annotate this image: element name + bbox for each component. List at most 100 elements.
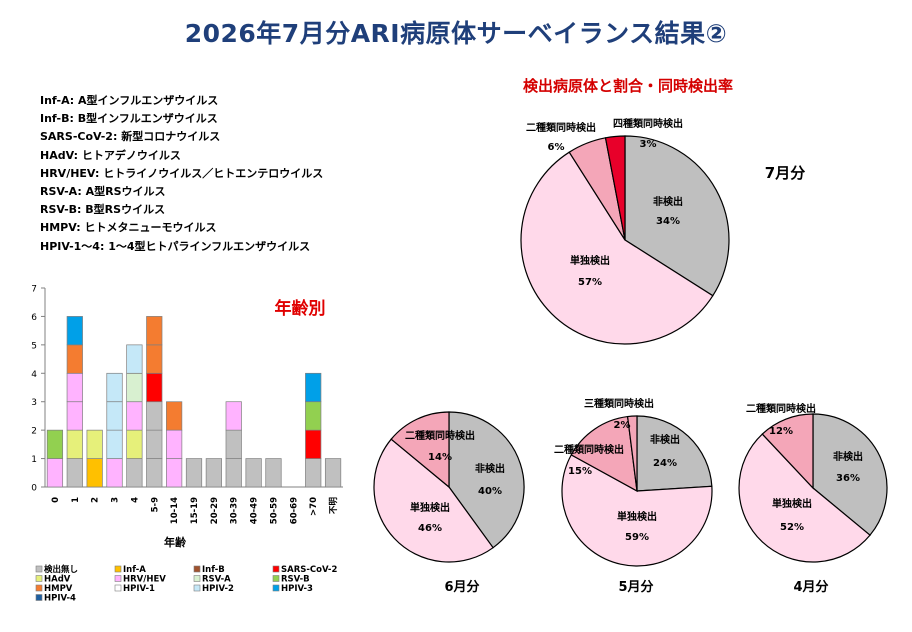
abbreviation-code: HRV/HEV: bbox=[40, 166, 100, 180]
pie-slice-percent: 36% bbox=[836, 473, 860, 484]
bar-segment bbox=[305, 372, 322, 403]
pie-slice-label: 非検出 bbox=[475, 462, 505, 475]
pie-month-title: 4月分 bbox=[793, 579, 828, 595]
abbreviation-code: RSV-B: bbox=[40, 203, 82, 217]
x-tick-label: 不明 bbox=[329, 497, 339, 515]
pie-slice-label: 二種類同時検出 bbox=[554, 443, 624, 456]
page-title: 2026年7月分ARI病原体サーベイランス結果② bbox=[184, 19, 728, 48]
pie-slice-percent: 2% bbox=[614, 420, 631, 431]
pie-month-title: 7月分 bbox=[765, 164, 805, 182]
age-bar-chart: 0 1 2 3 4 5 6 7 0 1 2 3 4 5-9 10-14 15-19 20-29 30-39 40-4… bbox=[31, 285, 343, 604]
pie-slice-percent: 12% bbox=[769, 426, 793, 437]
legend-label: HPIV-2 bbox=[202, 584, 234, 594]
abbreviation-item: HPIV-1～4: 1～4型ヒトパラインフルエンザウイルス bbox=[40, 238, 323, 256]
legend-swatch bbox=[272, 584, 280, 592]
bar-segment bbox=[146, 316, 163, 346]
pie-slice-label: 四種類同時検出 bbox=[613, 117, 683, 130]
x-tick-label: >70 bbox=[309, 497, 319, 516]
bar-chart-title: 年齢別 bbox=[275, 298, 326, 319]
pie-slice-label: 三種類同時検出 bbox=[584, 397, 654, 410]
pie-slice-label: 単独検出 bbox=[410, 501, 450, 514]
pie-slice-percent: 52% bbox=[780, 522, 804, 533]
y-tick-label: 1 bbox=[31, 455, 37, 465]
legend-label: RSV-B bbox=[281, 575, 310, 585]
legend-label: HPIV-1 bbox=[123, 584, 155, 594]
x-tick-label: 15-19 bbox=[190, 497, 200, 524]
abbreviation-code: Inf-B: bbox=[40, 112, 74, 126]
pie-slice-label: 二種類同時検出 bbox=[746, 402, 816, 415]
pie-slice-label: 非検出 bbox=[833, 450, 863, 463]
legend-label: Inf-A bbox=[123, 565, 146, 575]
legend-swatch bbox=[272, 565, 280, 573]
abbreviation-code: HAdV: bbox=[40, 148, 79, 162]
bar-segment bbox=[166, 401, 183, 431]
legend-swatch bbox=[272, 575, 280, 582]
pie-slice-percent: 34% bbox=[656, 216, 680, 227]
pie-slice-label: 二種類同時検出 bbox=[405, 429, 475, 442]
legend-swatch bbox=[35, 584, 43, 592]
legend-label: RSV-A bbox=[202, 575, 231, 585]
bar-segment bbox=[265, 458, 282, 488]
x-tick-label: 30-39 bbox=[230, 497, 240, 524]
pie-slice bbox=[561, 454, 713, 567]
pie-slice-label: 単独検出 bbox=[570, 254, 610, 267]
abbreviation-item: RSV-B: B型RSウイルス bbox=[40, 201, 323, 219]
legend-label: HAdV bbox=[44, 575, 71, 585]
pie-slice-percent: 15% bbox=[568, 466, 592, 477]
bar-segment bbox=[126, 344, 143, 374]
legend-label: HRV/HEV bbox=[123, 575, 166, 585]
pie-slice-label: 非検出 bbox=[650, 433, 680, 446]
pie-slice bbox=[520, 151, 714, 345]
pie-slice bbox=[390, 411, 450, 489]
y-tick-label: 5 bbox=[31, 341, 37, 351]
pie-slice-percent: 57% bbox=[578, 277, 602, 288]
legend-label: HPIV-3 bbox=[281, 584, 313, 594]
abbreviation-description: A型RSウイルス bbox=[81, 184, 166, 198]
y-tick-label: 3 bbox=[31, 398, 37, 408]
abbreviation-description: ヒトアデノウイルス bbox=[78, 148, 181, 162]
abbreviation-description: ヒトメタニューモウイルス bbox=[80, 221, 217, 235]
abbreviation-code: RSV-A: bbox=[40, 184, 82, 198]
pie-slice bbox=[373, 438, 494, 563]
legend-swatch bbox=[35, 575, 43, 582]
pie-slice-label: 二種類同時検出 bbox=[526, 121, 596, 134]
abbreviation-description: ヒトライノウイルス／ヒトエンテロウイルス bbox=[99, 166, 324, 180]
pie-slice bbox=[812, 413, 888, 537]
pie-slice-percent: 24% bbox=[653, 458, 677, 469]
legend-swatch bbox=[114, 565, 122, 573]
legend-swatch bbox=[193, 565, 201, 573]
legend-label: Inf-B bbox=[202, 565, 225, 575]
legend-swatch bbox=[35, 594, 43, 601]
bar-segment bbox=[185, 458, 203, 488]
y-tick-label: 6 bbox=[31, 313, 37, 323]
pie-slice-label: 単独検出 bbox=[617, 510, 657, 523]
abbreviation-code: Inf-A: bbox=[40, 94, 75, 107]
bar-segment bbox=[245, 458, 262, 488]
abbreviation-description: B型RSウイルス bbox=[81, 203, 166, 217]
legend-swatch bbox=[193, 584, 201, 592]
bar-segment bbox=[86, 429, 103, 459]
abbreviation-description: A型インフルエンザウイルス bbox=[74, 94, 219, 107]
x-tick-label: 1 bbox=[71, 497, 81, 503]
x-tick-label: 2 bbox=[91, 497, 101, 503]
abbreviation-item: HRV/HEV: ヒトライノウイルス／ヒトエンテロウイルス bbox=[40, 165, 323, 183]
abbreviation-description: 1～4型ヒトパラインフルエンザウイルス bbox=[104, 239, 311, 253]
abbreviation-code: HMPV: bbox=[40, 221, 81, 235]
x-tick-label: 10-14 bbox=[170, 497, 180, 524]
legend-swatch bbox=[35, 565, 43, 573]
pie-slice bbox=[636, 415, 713, 492]
pie-slice-percent: 46% bbox=[418, 523, 442, 534]
x-tick-label: 4 bbox=[130, 497, 140, 503]
legend-swatch bbox=[114, 575, 122, 582]
x-tick-label: 5-9 bbox=[150, 497, 160, 512]
legend-label: HMPV bbox=[44, 584, 73, 594]
pie-slice bbox=[448, 411, 525, 549]
abbreviation-item: HMPV: ヒトメタニューモウイルス bbox=[40, 219, 323, 237]
bar-segment bbox=[66, 316, 83, 346]
bar-segment bbox=[324, 458, 342, 488]
pie-slice-percent: 6% bbox=[548, 142, 565, 153]
abbreviation-description: B型インフルエンザウイルス bbox=[73, 112, 218, 126]
pie-slice-percent: 3% bbox=[640, 139, 657, 150]
legend-label: SARS-CoV-2 bbox=[281, 565, 337, 575]
